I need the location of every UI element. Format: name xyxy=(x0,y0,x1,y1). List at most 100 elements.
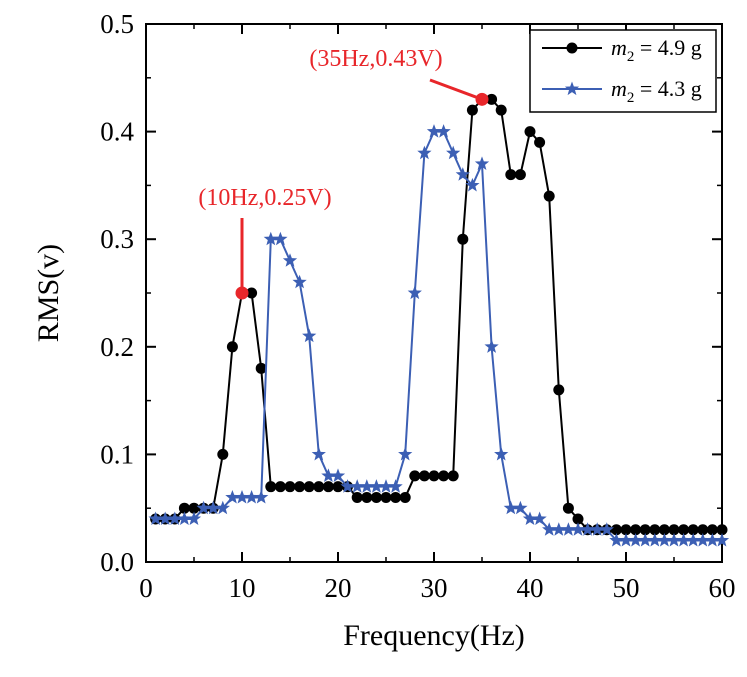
legend-rest-1: = 4.3 g xyxy=(634,76,701,101)
data-point-0 xyxy=(572,513,584,525)
data-point-0 xyxy=(514,169,526,181)
data-point-1 xyxy=(618,532,634,547)
data-point-1 xyxy=(148,511,163,526)
data-point-0 xyxy=(562,502,574,514)
data-point-0 xyxy=(610,524,622,536)
data-point-0 xyxy=(361,491,373,503)
data-point-1 xyxy=(369,479,384,493)
data-point-1 xyxy=(282,253,298,267)
annotation-point-1 xyxy=(475,92,489,106)
data-point-0 xyxy=(428,470,440,482)
data-point-0 xyxy=(322,481,334,493)
data-point-1 xyxy=(273,231,288,246)
legend-entry-4.9g: m2 = 4.9 g xyxy=(611,35,702,65)
annotation-label-35hz: (35Hz,0.43V) xyxy=(309,46,442,72)
data-point-1 xyxy=(254,489,269,504)
data-point-1 xyxy=(494,446,509,461)
data-point-1 xyxy=(263,231,278,246)
data-point-1 xyxy=(292,274,307,289)
data-point-1 xyxy=(657,532,672,547)
data-point-0 xyxy=(534,136,546,148)
data-point-1 xyxy=(244,489,259,504)
legend-sub-0: 2 xyxy=(627,49,635,65)
data-point-1 xyxy=(628,532,643,547)
data-point-0 xyxy=(303,481,315,493)
data-point-1 xyxy=(686,532,701,547)
data-point-1 xyxy=(638,532,653,547)
data-point-1 xyxy=(196,500,211,515)
series-layer xyxy=(148,93,730,547)
data-point-1 xyxy=(177,511,192,526)
x-tick-label: 0 xyxy=(139,573,153,603)
data-point-0 xyxy=(706,524,718,536)
data-point-1 xyxy=(484,339,499,353)
legend-box xyxy=(529,29,717,113)
data-point-0 xyxy=(246,287,258,299)
data-point-1 xyxy=(215,500,230,515)
data-point-0 xyxy=(505,169,517,181)
data-point-1 xyxy=(407,285,422,300)
data-point-1 xyxy=(446,145,461,160)
legend-marker xyxy=(564,81,580,96)
x-tick-label: 60 xyxy=(709,573,736,603)
data-point-1 xyxy=(599,522,614,536)
data-point-1 xyxy=(388,479,403,493)
data-point-1 xyxy=(426,124,442,138)
data-point-1 xyxy=(570,522,586,536)
annotation-point-0 xyxy=(235,286,249,300)
legend-m-1: m xyxy=(611,76,627,101)
y-tick-label: 0.4 xyxy=(100,117,134,147)
legend-sub-1: 2 xyxy=(627,90,635,106)
data-point-1 xyxy=(234,489,250,504)
data-point-1 xyxy=(311,446,326,461)
data-point-0 xyxy=(226,341,238,353)
data-point-1 xyxy=(167,511,182,526)
data-point-0 xyxy=(697,524,709,536)
data-point-0 xyxy=(438,470,450,482)
data-point-0 xyxy=(332,481,344,493)
x-tick-label: 10 xyxy=(229,573,256,603)
data-point-1 xyxy=(542,522,557,536)
data-point-0 xyxy=(524,126,536,138)
data-point-1 xyxy=(695,532,710,547)
data-point-1 xyxy=(359,479,374,493)
legend-entry-4.3g: m2 = 4.3 g xyxy=(611,76,702,106)
data-point-1 xyxy=(580,522,595,536)
data-point-0 xyxy=(649,524,661,536)
x-tick-label: 20 xyxy=(325,573,352,603)
data-point-0 xyxy=(188,502,200,514)
legend-symbol-4.3g xyxy=(542,81,602,96)
data-point-1 xyxy=(705,532,720,547)
data-point-1 xyxy=(225,489,240,504)
y-tick-label: 0.0 xyxy=(100,547,134,577)
series-line-0 xyxy=(155,98,722,531)
x-tick-label: 40 xyxy=(517,573,544,603)
y-tick-label: 0.3 xyxy=(100,224,134,254)
data-point-0 xyxy=(178,502,190,514)
data-point-1 xyxy=(321,468,336,482)
y-tick-label: 0.5 xyxy=(100,9,134,39)
data-point-1 xyxy=(609,532,624,547)
data-point-1 xyxy=(551,522,566,536)
data-point-0 xyxy=(639,524,651,536)
data-point-0 xyxy=(409,470,421,482)
data-point-0 xyxy=(313,481,325,493)
data-point-1 xyxy=(465,177,480,192)
data-point-0 xyxy=(351,491,363,503)
data-point-1 xyxy=(330,468,346,482)
data-point-0 xyxy=(274,481,286,493)
data-point-0 xyxy=(370,491,382,503)
data-point-1 xyxy=(378,479,394,493)
annotation-leader-1 xyxy=(429,78,483,101)
y-tick-label: 0.2 xyxy=(100,332,134,362)
data-point-1 xyxy=(503,500,518,515)
data-point-0 xyxy=(447,470,459,482)
data-point-0 xyxy=(255,362,267,374)
data-point-1 xyxy=(714,532,730,547)
data-point-0 xyxy=(495,104,507,116)
data-point-0 xyxy=(217,448,229,460)
annotation-layer: (10Hz,0.25V) (35Hz,0.43V) xyxy=(198,46,489,300)
x-tick-label: 50 xyxy=(613,573,640,603)
data-point-0 xyxy=(284,481,296,493)
data-point-1 xyxy=(676,532,691,547)
